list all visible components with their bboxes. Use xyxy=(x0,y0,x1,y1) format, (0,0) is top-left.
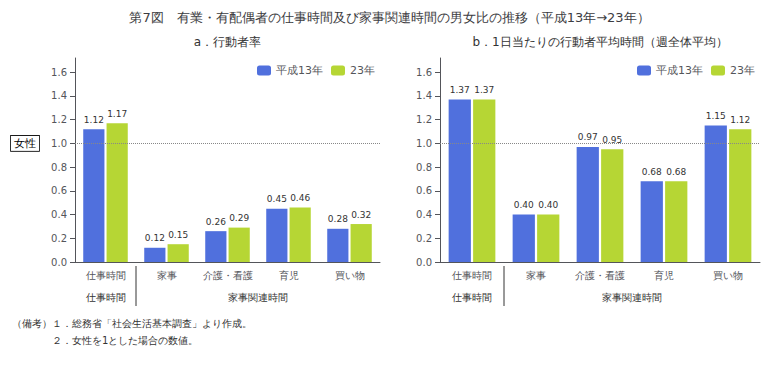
svg-text:仕事時間: 仕事時間 xyxy=(86,270,126,281)
svg-text:介護・看護: 介護・看護 xyxy=(203,270,253,281)
svg-text:0.8: 0.8 xyxy=(51,162,67,173)
svg-text:0.6: 0.6 xyxy=(51,185,67,196)
svg-text:仕事時間: 仕事時間 xyxy=(452,292,492,303)
svg-text:家事: 家事 xyxy=(526,270,546,281)
svg-text:1.2: 1.2 xyxy=(51,114,67,125)
svg-text:23年: 23年 xyxy=(730,64,755,77)
svg-text:0.40: 0.40 xyxy=(514,200,534,210)
svg-text:0.0: 0.0 xyxy=(51,257,67,268)
svg-text:1.0: 1.0 xyxy=(51,138,67,149)
svg-text:1.0: 1.0 xyxy=(416,138,432,149)
svg-text:1.12: 1.12 xyxy=(730,115,750,125)
svg-text:平成13年: 平成13年 xyxy=(656,64,703,77)
svg-text:1.17: 1.17 xyxy=(107,109,127,119)
svg-text:0.95: 0.95 xyxy=(602,134,623,145)
svg-text:買い物: 買い物 xyxy=(713,270,743,281)
svg-text:0.0: 0.0 xyxy=(416,257,432,268)
svg-text:0.15: 0.15 xyxy=(168,230,188,240)
svg-text:第7図 有業・有配偶者の仕事時間及び家事関連時間の男女比の推: 第7図 有業・有配偶者の仕事時間及び家事関連時間の男女比の推移（平成13年→23… xyxy=(129,10,649,25)
svg-text:0.8: 0.8 xyxy=(416,162,432,173)
svg-text:0.26: 0.26 xyxy=(206,217,226,227)
svg-text:0.2: 0.2 xyxy=(416,233,432,244)
svg-text:0.45: 0.45 xyxy=(267,194,287,204)
svg-text:育児: 育児 xyxy=(279,270,299,281)
svg-text:1.4: 1.4 xyxy=(51,90,67,101)
svg-text:1.37: 1.37 xyxy=(450,85,470,95)
svg-text:0.28: 0.28 xyxy=(328,214,348,224)
svg-text:買い物: 買い物 xyxy=(335,270,365,281)
svg-text:0.40: 0.40 xyxy=(538,200,558,210)
svg-text:0.2: 0.2 xyxy=(51,233,67,244)
svg-text:a．行動者率: a．行動者率 xyxy=(194,35,261,49)
svg-text:0.4: 0.4 xyxy=(51,209,67,220)
svg-text:0.32: 0.32 xyxy=(351,210,371,220)
svg-text:0.46: 0.46 xyxy=(290,193,310,203)
svg-text:仕事時間: 仕事時間 xyxy=(86,292,126,303)
svg-text:（備考）１．総務省「社会生活基本調査」より作成。: （備考）１．総務省「社会生活基本調査」より作成。 xyxy=(12,318,252,329)
svg-text:0.97: 0.97 xyxy=(578,132,598,142)
svg-text:1.12: 1.12 xyxy=(84,115,104,125)
svg-text:0.29: 0.29 xyxy=(229,213,249,223)
svg-text:0.68: 0.68 xyxy=(642,167,662,177)
svg-text:家事関連時間: 家事関連時間 xyxy=(602,292,662,303)
svg-text:育児: 育児 xyxy=(654,270,674,281)
svg-text:0.12: 0.12 xyxy=(145,233,165,243)
svg-text:0.68: 0.68 xyxy=(666,167,686,177)
svg-text:家事関連時間: 家事関連時間 xyxy=(228,292,288,303)
svg-text:0.4: 0.4 xyxy=(416,209,432,220)
svg-text:1.37: 1.37 xyxy=(474,85,494,95)
svg-text:23年: 23年 xyxy=(350,64,375,77)
svg-text:0.6: 0.6 xyxy=(416,185,432,196)
svg-text:1.4: 1.4 xyxy=(416,90,432,101)
svg-text:仕事時間: 仕事時間 xyxy=(452,270,492,281)
svg-text:1.2: 1.2 xyxy=(416,114,432,125)
svg-text:1.15: 1.15 xyxy=(706,111,726,121)
svg-text:平成13年: 平成13年 xyxy=(276,64,323,77)
svg-text:1.6: 1.6 xyxy=(51,67,67,78)
svg-text:1.6: 1.6 xyxy=(416,67,432,78)
svg-text:２．女性を1とした場合の数値。: ２．女性を1とした場合の数値。 xyxy=(12,335,198,346)
svg-text:女性: 女性 xyxy=(14,137,36,150)
svg-text:家事: 家事 xyxy=(157,270,177,281)
svg-text:介護・看護: 介護・看護 xyxy=(575,270,625,281)
svg-text:b．1日当たりの行動者平均時間（週全体平均）: b．1日当たりの行動者平均時間（週全体平均） xyxy=(472,35,727,49)
